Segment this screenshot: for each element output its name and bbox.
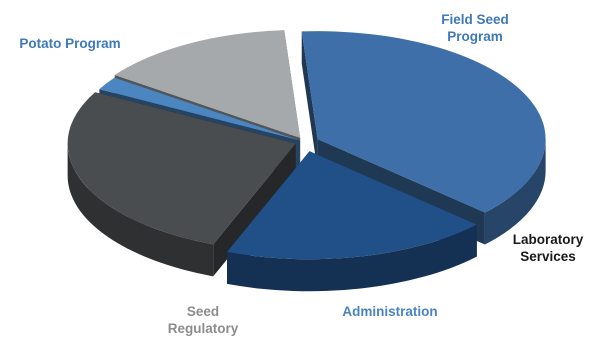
pie-slice bbox=[67, 92, 296, 277]
slice-label: Field Seed Program bbox=[441, 12, 509, 44]
slice-label-line: Field Seed bbox=[441, 12, 509, 27]
pie-slice-side bbox=[227, 224, 477, 292]
pie-slice-top bbox=[99, 77, 300, 141]
slice-label-line: Administration bbox=[342, 304, 437, 319]
pie-slice-top bbox=[301, 31, 546, 213]
slice-label-line: Regulatory bbox=[168, 321, 239, 336]
pie-slice-side bbox=[484, 139, 546, 245]
pie-slice-top bbox=[114, 30, 301, 138]
slice-label: Seed Regulatory bbox=[168, 304, 239, 336]
slice-label-line: Potato Program bbox=[19, 36, 120, 51]
pie-slice-top bbox=[67, 92, 296, 245]
slice-label-line: Seed bbox=[187, 304, 219, 319]
pie-slice-wall bbox=[213, 143, 296, 277]
slice-label: Laboratory Services bbox=[513, 232, 584, 264]
pie-slice bbox=[227, 151, 477, 292]
slice-label: Potato Program bbox=[19, 36, 120, 51]
slice-label: Administration bbox=[342, 304, 437, 319]
slice-label-line: Services bbox=[520, 249, 576, 264]
slice-label-line: Laboratory bbox=[513, 232, 584, 247]
pie-slice-side bbox=[67, 143, 214, 277]
pie-labels: Potato Program Field Seed Program Laborator… bbox=[19, 12, 583, 336]
pie-slices bbox=[67, 30, 546, 292]
slice-label-line: Program bbox=[447, 29, 503, 44]
pie-slice-wall bbox=[301, 31, 318, 172]
pie-slice-top bbox=[227, 151, 477, 260]
